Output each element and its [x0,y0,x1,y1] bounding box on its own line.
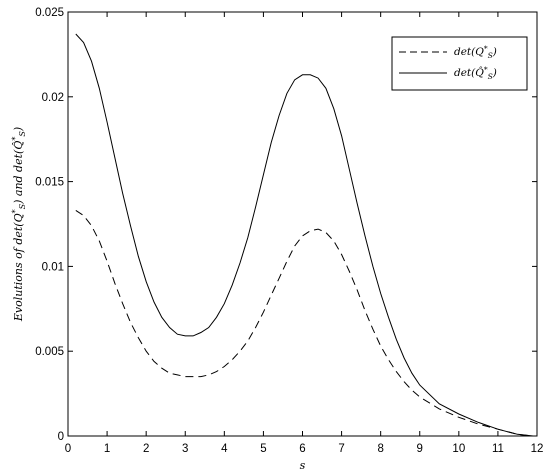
y-label-part-3: ) [12,127,25,132]
legend: det(Q*S) det(Q̂*S) [391,36,528,91]
x-tick-label: 11 [492,443,504,455]
y-label-part-1: Evolutions of det(Q [12,213,25,322]
x-tick-label: 8 [377,443,383,455]
y-label-sub-2: S [18,131,27,137]
y-label-part-2: ) and det(Q̂ [12,141,25,205]
legend-1-part-1: det(Q̂ [454,66,484,79]
x-tick-label: 0 [65,443,71,455]
y-axis-ticks: 0 0.005 0.01 0.015 0.02 0.025 [35,7,537,443]
y-label-sup-1: * [11,209,20,213]
legend-1-sup: * [484,65,488,74]
x-tick-label: 4 [221,443,228,455]
y-axis-label: Evolutions of det(Q*S) and det(Q̂*S) [11,127,27,322]
y-tick-label: 0.02 [42,92,64,104]
x-tick-label: 12 [531,443,544,455]
legend-box [391,36,528,91]
x-tick-label: 7 [338,443,344,455]
y-label-sub-1: S [18,203,27,209]
y-label-sup-2: * [11,137,20,141]
x-tick-label: 9 [417,443,423,455]
x-tick-label: 2 [143,443,149,455]
legend-1-part-2: ) [492,67,497,79]
y-tick-label: 0.015 [35,177,64,189]
x-tick-label: 10 [452,443,465,455]
legend-0-part-1: det(Q [454,46,484,58]
y-tick-label: 0.005 [35,346,64,358]
x-axis-ticks: 0 1 2 3 4 5 6 7 8 9 10 11 12 [65,12,544,455]
legend-0-sub: S [488,51,493,60]
legend-label-det-q-hat: det(Q̂*S) [454,65,497,81]
x-axis-label: s [300,459,306,472]
x-tick-label: 5 [260,443,266,455]
legend-1-sub: S [488,72,493,81]
legend-0-sup: * [484,44,488,53]
legend-label-det-q: det(Q*S) [454,44,497,60]
y-tick-label: 0.01 [42,261,64,273]
x-tick-label: 1 [104,443,110,455]
x-tick-label: 3 [182,443,188,455]
series-line-det-q-hat [75,33,534,437]
plot-area-frame [67,11,538,437]
legend-0-part-2: ) [492,46,497,58]
x-tick-label: 6 [299,443,305,455]
y-tick-label: 0.025 [35,7,64,19]
series-line-det-q [75,209,534,437]
y-tick-label: 0 [58,431,64,443]
series-layer [75,33,534,437]
